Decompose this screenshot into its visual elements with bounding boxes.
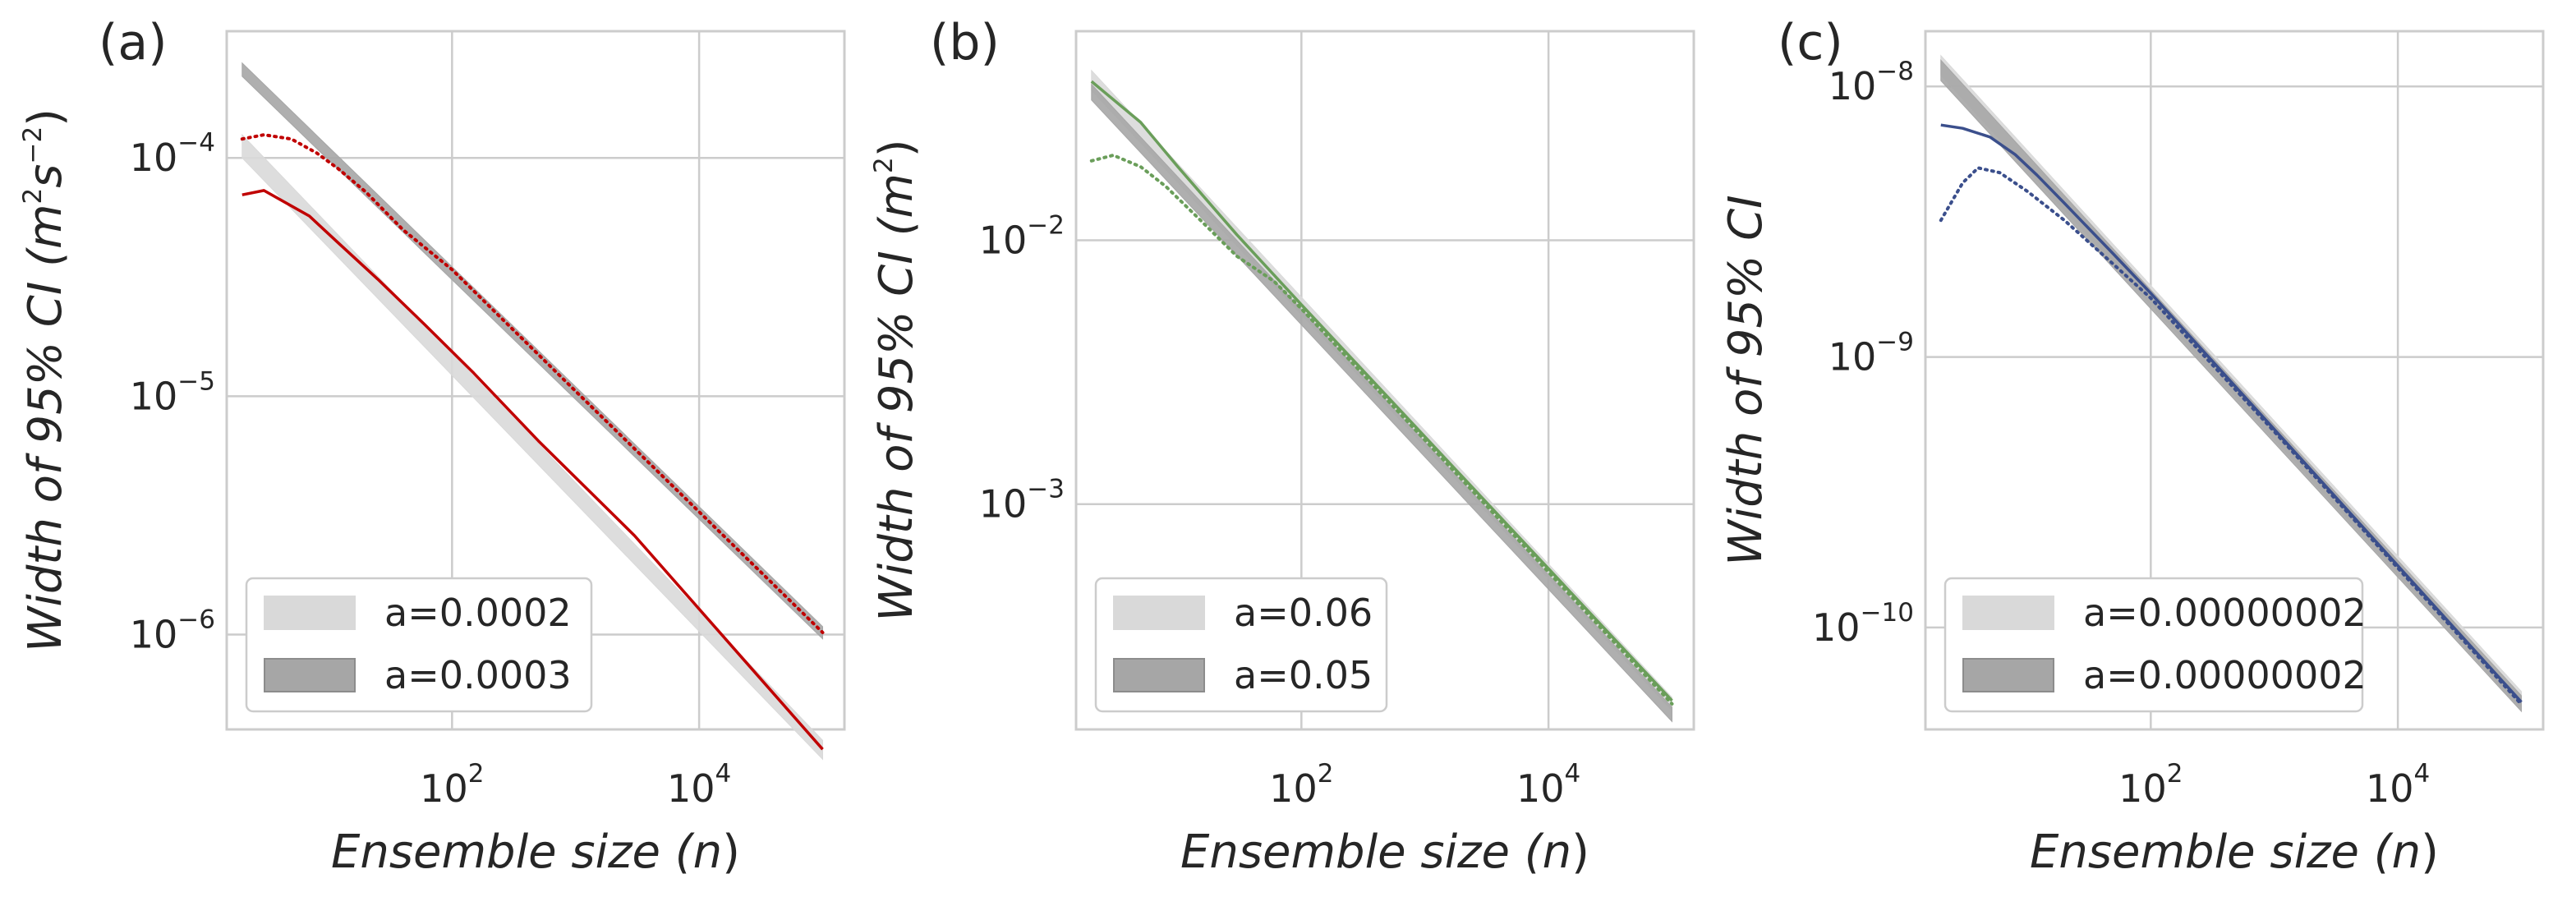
y-tick-label: 10−4 (130, 128, 215, 180)
legend-entry-label: a=0.0002 (384, 591, 572, 635)
band-series-2 (242, 62, 823, 640)
y-tick-label: 10−5 (130, 366, 215, 418)
y-tick-label: 10−8 (1828, 57, 1914, 108)
legend-swatch (1113, 596, 1205, 630)
legend-swatch (1113, 658, 1205, 692)
panel-c: 102 104 10−10 10−9 10−8 Ensemble size (n) Widt… (1719, 14, 2545, 879)
x-tick-label: 102 (2118, 759, 2183, 811)
y-tick-label: 10−6 (130, 605, 215, 657)
legend-entry-label: a=0.05 (1234, 653, 1373, 697)
x-axis-label: Ensemble size (n) (2030, 826, 2439, 879)
y-tick-label: 10−10 (1812, 598, 1914, 650)
solid-line (1940, 123, 2523, 703)
solid-line (242, 189, 824, 751)
x-axis-label: Ensemble size (n) (331, 826, 740, 879)
legend: a=0.06 a=0.05 (1094, 577, 1388, 713)
x-tick-label: 104 (2366, 759, 2430, 811)
legend: a=0.00000002 a=0.00000002 (1944, 577, 2367, 713)
x-tick-label: 104 (667, 759, 731, 811)
dotted-line (240, 133, 825, 634)
legend: a=0.0002 a=0.0003 (245, 577, 593, 713)
legend-swatch (1962, 596, 2054, 630)
legend-entry-label: a=0.06 (1234, 591, 1373, 635)
y-tick-label: 10−3 (979, 475, 1065, 527)
legend-entry-label: a=0.00000002 (2083, 653, 2367, 697)
dotted-line (1939, 166, 2523, 706)
panel-label: (b) (930, 14, 1000, 71)
x-tick-label: 104 (1516, 759, 1580, 811)
y-axis-label: Width of 95% CI (m2s−2) (18, 108, 72, 652)
legend-entry-label: a=0.00000002 (2083, 591, 2367, 635)
legend-swatch (264, 658, 356, 692)
solid-line (1090, 80, 1673, 702)
dotted-line (1089, 154, 1674, 706)
legend-entry-label: a=0.0003 (384, 653, 572, 697)
x-axis-label: Ensemble size (n) (1180, 826, 1589, 879)
band-series-1 (242, 133, 823, 761)
x-tick-label: 102 (420, 759, 484, 811)
y-tick-label: 10−2 (979, 211, 1065, 263)
legend-swatch (1962, 658, 2054, 692)
panel-b: 102 104 10−3 10−2 Ensemble size (n) Width of … (869, 14, 1695, 879)
legend-swatch (264, 596, 356, 630)
y-axis-label: Width of 95% CI (1719, 195, 1773, 565)
x-tick-label: 102 (1269, 759, 1333, 811)
panel-a: 102 104 10−6 10−5 10−4 Ensemble size (n) Width… (18, 14, 846, 879)
y-axis-label: Width of 95% CI (m2) (869, 139, 923, 621)
panel-label: (a) (99, 14, 168, 71)
y-tick-label: 10−9 (1828, 328, 1914, 380)
panel-label: (c) (1778, 14, 1843, 71)
